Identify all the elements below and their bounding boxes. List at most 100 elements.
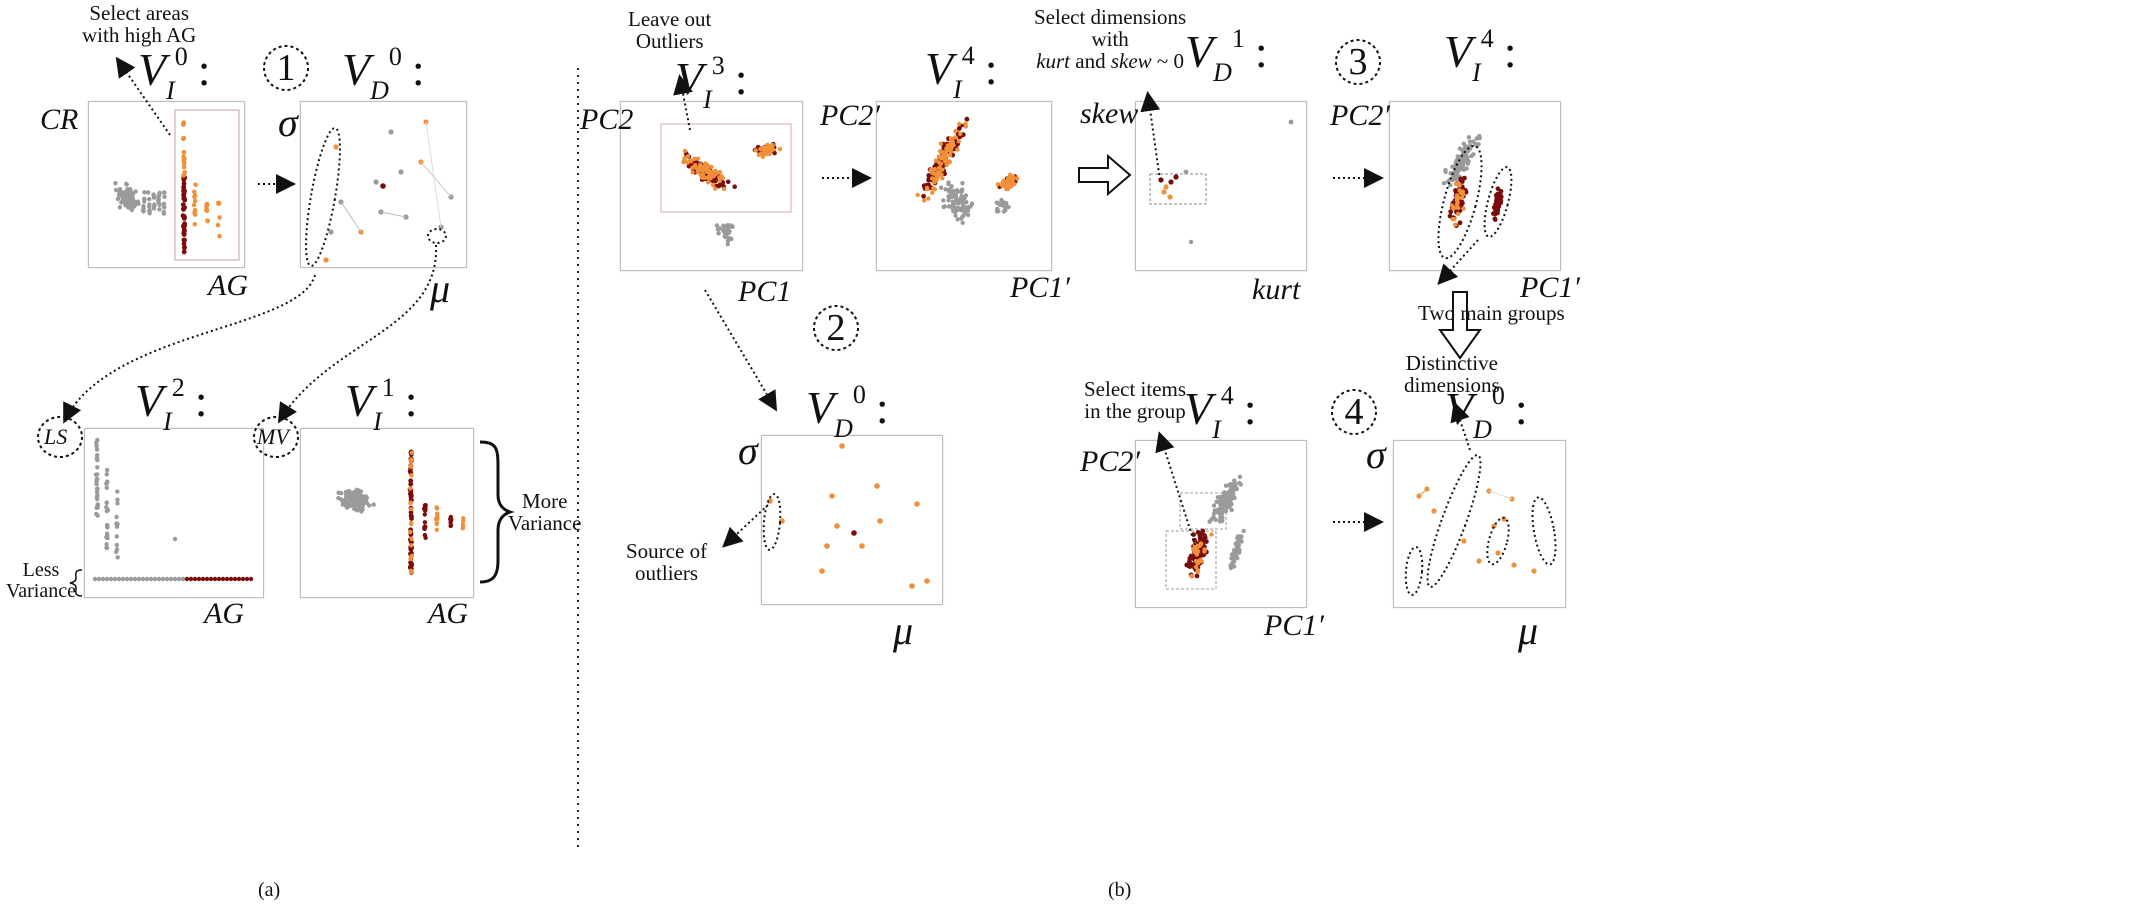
title-vi2: VI2: <box>135 372 208 437</box>
scatter-point <box>729 223 734 228</box>
panel-vi0 <box>88 101 245 268</box>
scatter-point <box>932 167 937 172</box>
scatter-point <box>1237 474 1243 479</box>
scatter-point <box>181 172 187 178</box>
scatter-point <box>373 179 379 185</box>
ylabel-vd0-c: σ <box>1366 432 1386 477</box>
scatter-point <box>95 472 100 477</box>
scatter-point <box>161 211 167 216</box>
scatter-point <box>208 576 214 582</box>
scatter-point <box>829 493 835 499</box>
scatter-point <box>141 209 146 214</box>
scatter-point <box>1183 169 1189 175</box>
scatter-point <box>1219 508 1224 514</box>
scatter-point <box>819 568 825 574</box>
scatter-point <box>1493 211 1498 217</box>
scatter-point <box>1194 552 1200 557</box>
scatter-point <box>943 187 948 192</box>
scatter-point <box>147 196 152 202</box>
selection-box <box>174 109 240 261</box>
scatter-point <box>124 576 130 582</box>
scatter-point <box>1235 536 1240 541</box>
scatter-point <box>157 202 162 207</box>
step-number-3: 3 <box>1348 41 1368 83</box>
scatter-point <box>152 204 157 209</box>
scatter-point <box>705 162 710 168</box>
title-vi0: VI0: <box>138 41 211 106</box>
brace-less-variance <box>69 569 83 597</box>
scatter-point <box>1494 204 1499 209</box>
scatter-point <box>408 568 414 573</box>
scatter-point <box>952 201 957 206</box>
scatter-point <box>1453 222 1458 227</box>
panel-vd0-c <box>1393 440 1566 608</box>
scatter-point <box>1495 550 1501 556</box>
scatter-point <box>1449 203 1455 208</box>
scatter-point <box>1455 174 1460 179</box>
scatter-point <box>756 152 761 157</box>
scatter-point <box>408 543 414 548</box>
scatter-point <box>192 212 198 217</box>
scatter-point <box>144 576 150 582</box>
scatter-point <box>1202 533 1207 538</box>
scatter-point <box>696 168 701 174</box>
scatter-point <box>191 202 197 208</box>
panel-vi4-top <box>876 101 1052 271</box>
scatter-point <box>1239 534 1244 539</box>
scatter-point <box>851 530 857 536</box>
scatter-point <box>1501 516 1507 522</box>
scatter-point <box>707 168 712 174</box>
scatter-point <box>114 542 119 548</box>
ylabel-vi4-top: PC2′ <box>820 99 880 132</box>
xlabel-vi4-right: PC1′ <box>1520 271 1580 304</box>
scatter-point <box>949 184 954 189</box>
title-var: V <box>342 44 371 95</box>
block-arrow-right <box>1078 153 1132 197</box>
scatter-point <box>1224 505 1229 511</box>
scatter-point <box>1220 515 1225 520</box>
scatter-point <box>999 197 1004 203</box>
link-line <box>340 201 362 233</box>
scatter-point <box>938 149 943 154</box>
mu-ellipse <box>427 228 447 244</box>
scatter-point <box>1007 172 1013 177</box>
scatter-point <box>333 144 339 150</box>
outlier-ellipse <box>762 493 782 551</box>
scatter-point <box>104 576 110 582</box>
scatter-point <box>929 169 934 174</box>
scatter-point <box>695 156 701 161</box>
scatter-point <box>181 154 187 160</box>
sigma-ellipse <box>305 127 341 267</box>
scatter-point <box>931 180 937 185</box>
scatter-point <box>104 481 109 486</box>
scatter-point <box>1202 547 1207 552</box>
scatter-point <box>104 508 109 514</box>
title-sub: D <box>1473 415 1492 445</box>
title-sup: 0 <box>852 379 866 409</box>
scatter-point <box>1455 211 1461 216</box>
scatter-point <box>699 167 705 172</box>
scatter-point <box>1223 483 1229 488</box>
scatter-point <box>120 576 126 582</box>
scatter-point <box>1241 528 1246 534</box>
scatter-point <box>205 218 210 224</box>
annotation-select-items: Select items in the group <box>1084 377 1187 424</box>
title-var: V <box>1445 383 1474 434</box>
scatter-point <box>212 576 218 582</box>
scatter-point <box>725 223 730 228</box>
scatter-point <box>105 535 110 541</box>
scatter-point <box>157 190 162 195</box>
scatter-point <box>161 190 167 195</box>
scatter-point <box>104 485 109 490</box>
scatter-point <box>409 450 414 455</box>
scatter-point <box>204 201 210 207</box>
scatter-point <box>938 154 944 160</box>
panel-vi1 <box>300 428 474 598</box>
scatter-point <box>1493 207 1498 213</box>
scatter-point <box>181 223 186 229</box>
scatter-point <box>1211 514 1216 520</box>
scatter-point <box>228 576 234 582</box>
scatter-point <box>1200 528 1206 534</box>
selection-box <box>1165 530 1217 590</box>
